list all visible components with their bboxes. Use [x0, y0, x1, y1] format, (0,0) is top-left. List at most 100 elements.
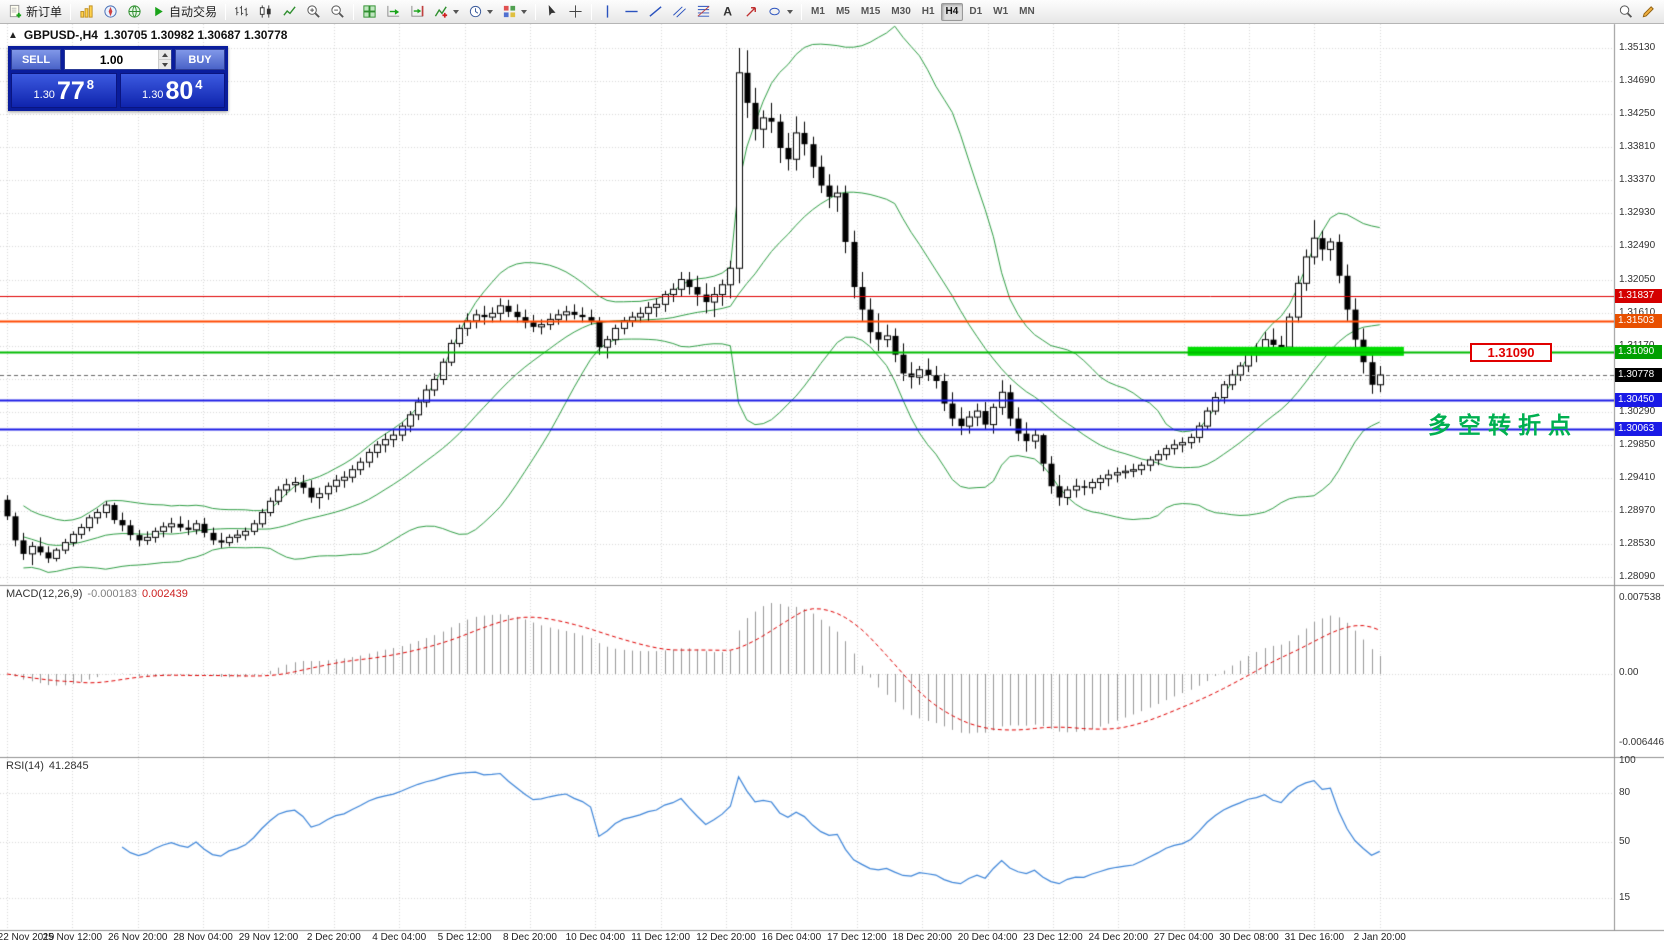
terminal-button[interactable]: [123, 2, 146, 22]
one-click-trading-panel: SELL BUY 1.30 77 8 1.30 80 4: [8, 46, 228, 111]
rsi-value: 41.2845: [48, 760, 89, 772]
tile-windows-button[interactable]: [358, 2, 381, 22]
navigator-button[interactable]: [99, 2, 122, 22]
line-chart-icon: [283, 6, 296, 16]
chart-shift-icon: [411, 5, 424, 17]
down-arrow-icon: [162, 62, 168, 67]
svg-text:A: A: [723, 5, 732, 19]
sell-price-major: 1.30: [33, 88, 55, 101]
search-button[interactable]: [1614, 2, 1637, 22]
timeframe-w1-button[interactable]: W1: [988, 3, 1013, 21]
oct-collapse-arrow-icon[interactable]: ▲: [8, 29, 18, 41]
crosshair-icon: [569, 5, 582, 18]
fibonacci-icon: [697, 5, 710, 17]
pencil-icon: [1642, 6, 1654, 18]
chevron-down-icon: [487, 9, 494, 14]
toolbar-separator: [225, 3, 227, 20]
terminal-icon: [128, 5, 141, 18]
new-order-label: 新订单: [26, 5, 63, 19]
candlestick-chart-button[interactable]: [254, 2, 277, 22]
autotrading-play-icon: [155, 6, 163, 17]
new-order-button[interactable]: 新订单: [4, 2, 66, 22]
toolbar: 新订单 自动交易 A M1 M5 M15 M: [0, 0, 1664, 24]
cursor-button[interactable]: [540, 2, 563, 22]
shapes-button[interactable]: [764, 2, 797, 22]
rsi-label: RSI(14): [6, 760, 44, 772]
macd-value-2: 0.002439: [141, 588, 188, 600]
zoom-out-icon: [331, 5, 344, 18]
channel-icon: [673, 6, 686, 18]
volume-input[interactable]: [65, 50, 158, 69]
candlestick-chart-icon: [259, 5, 271, 18]
volume-up-button[interactable]: [159, 50, 171, 60]
text-tool-button[interactable]: A: [716, 2, 739, 22]
chart-shift-button[interactable]: [406, 2, 429, 22]
market-watch-icon: [80, 5, 93, 18]
toolbar-right-group: [1614, 2, 1660, 22]
templates-button[interactable]: [498, 2, 531, 22]
macd-caption: MACD(12,26,9) -0.000183 0.002439: [6, 588, 188, 600]
arrow-tool-icon: [746, 7, 756, 17]
timeframe-m30-button[interactable]: M30: [886, 3, 915, 21]
auto-scroll-icon: [387, 5, 400, 17]
toolbar-separator: [353, 3, 355, 20]
text-tool-icon: A: [723, 5, 732, 19]
symbol-period-label: GBPUSD-,H4: [23, 28, 98, 42]
ohlc-values: 1.30705 1.30982 1.30687 1.30778: [103, 28, 288, 42]
toolbar-separator: [801, 3, 803, 20]
price-level-flag[interactable]: 1.31090: [1470, 343, 1552, 362]
buy-price-button[interactable]: 1.30 80 4: [119, 73, 225, 108]
autotrading-button[interactable]: 自动交易: [147, 2, 221, 22]
timeframe-h4-button[interactable]: H4: [940, 2, 964, 21]
periods-button[interactable]: [464, 2, 497, 22]
toolbar-separator: [70, 3, 72, 20]
line-chart-button[interactable]: [278, 2, 301, 22]
chevron-down-icon: [521, 9, 528, 14]
timeframe-h1-button[interactable]: H1: [917, 3, 940, 21]
indicators-button[interactable]: [430, 2, 463, 22]
horizontal-line-icon: [625, 10, 638, 13]
horizontal-line-button[interactable]: [620, 2, 643, 22]
chevron-down-icon: [453, 9, 460, 14]
rsi-caption: RSI(14) 41.2845: [6, 760, 89, 772]
buy-button[interactable]: BUY: [175, 49, 225, 70]
market-watch-button[interactable]: [75, 2, 98, 22]
auto-scroll-button[interactable]: [382, 2, 405, 22]
arrow-tool-button[interactable]: [740, 2, 763, 22]
volume-stepper: [158, 50, 171, 69]
channel-button[interactable]: [668, 2, 691, 22]
toolbar-separator: [535, 3, 537, 20]
zoom-in-button[interactable]: [302, 2, 325, 22]
templates-icon: [503, 5, 516, 18]
cursor-icon: [548, 4, 556, 16]
toolbar-separator: [591, 3, 593, 20]
timeframe-group: M1 M5 M15 M30 H1 H4 D1 W1 MN: [806, 2, 1040, 21]
tile-windows-icon: [363, 5, 376, 18]
up-arrow-icon: [162, 52, 168, 57]
timeframe-mn-button[interactable]: MN: [1014, 3, 1040, 21]
macd-value-1: -0.000183: [87, 588, 137, 600]
timeframe-m1-button[interactable]: M1: [806, 3, 830, 21]
timeframe-m15-button[interactable]: M15: [856, 3, 885, 21]
vertical-line-button[interactable]: [596, 2, 619, 22]
timeframe-m5-button[interactable]: M5: [831, 3, 855, 21]
zoom-out-button[interactable]: [326, 2, 349, 22]
volume-down-button[interactable]: [159, 60, 171, 69]
sell-button[interactable]: SELL: [11, 49, 61, 70]
timeframe-d1-button[interactable]: D1: [964, 3, 987, 21]
trendline-icon: [649, 6, 662, 17]
crosshair-button[interactable]: [564, 2, 587, 22]
turning-point-annotation[interactable]: 多空转折点: [1428, 412, 1578, 438]
bar-chart-button[interactable]: [230, 2, 253, 22]
indicators-icon: [434, 6, 448, 18]
autotrading-label: 自动交易: [169, 5, 218, 19]
edit-button[interactable]: [1637, 2, 1660, 22]
bar-chart-icon: [235, 5, 248, 17]
trendline-button[interactable]: [644, 2, 667, 22]
vertical-line-icon: [606, 5, 609, 18]
search-icon: [1619, 5, 1633, 18]
fibonacci-button[interactable]: [692, 2, 715, 22]
sell-price-button[interactable]: 1.30 77 8: [11, 73, 117, 108]
